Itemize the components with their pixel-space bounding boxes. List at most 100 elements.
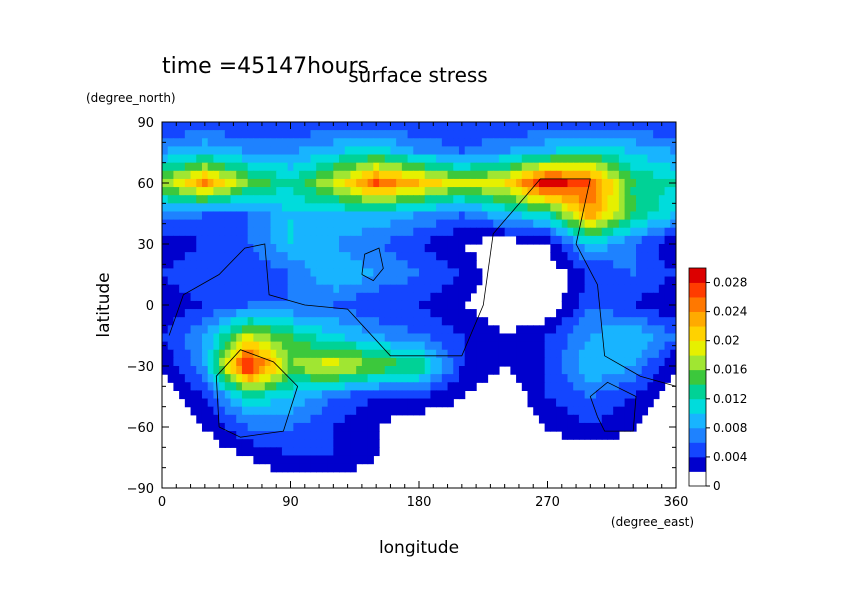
field-cell xyxy=(270,455,277,465)
field-cell xyxy=(339,414,346,424)
field-cell xyxy=(361,122,369,131)
field-cell xyxy=(167,317,175,326)
field-cell xyxy=(470,276,477,286)
field-cell xyxy=(207,170,214,180)
field-cell xyxy=(624,398,631,408)
field-cell xyxy=(201,349,209,359)
field-cell xyxy=(481,162,489,172)
field-cell xyxy=(401,349,409,359)
field-cell xyxy=(281,357,289,367)
field-cell xyxy=(201,333,209,343)
field-cell xyxy=(310,398,317,408)
field-cell xyxy=(498,333,506,343)
field-cell xyxy=(259,366,266,375)
field-cell xyxy=(407,349,414,359)
field-cell xyxy=(316,309,323,318)
field-cell xyxy=(321,170,329,180)
field-cell xyxy=(293,300,300,310)
field-cell xyxy=(390,138,397,147)
field-cell xyxy=(538,382,546,391)
field-cell xyxy=(321,244,329,253)
field-cell xyxy=(647,276,654,286)
field-cell xyxy=(361,235,369,245)
field-cell xyxy=(670,309,676,318)
field-cell xyxy=(367,414,374,424)
field-cell xyxy=(396,406,403,416)
field-cell xyxy=(413,146,420,156)
field-cell xyxy=(607,203,614,213)
field-cell xyxy=(618,244,626,253)
field-cell xyxy=(601,122,609,131)
field-cell xyxy=(590,227,597,237)
field-cell xyxy=(624,203,631,213)
field-cell xyxy=(236,227,243,237)
field-cell xyxy=(419,162,426,172)
field-cell xyxy=(299,431,306,440)
field-cell xyxy=(396,227,403,237)
field-cell xyxy=(413,349,420,359)
field-cell xyxy=(401,162,409,172)
field-cell xyxy=(236,276,243,286)
field-cell xyxy=(219,178,226,188)
field-cell xyxy=(327,162,334,172)
field-cell xyxy=(647,349,654,359)
field-cell xyxy=(618,398,626,408)
field-cell xyxy=(630,300,637,310)
field-cell xyxy=(556,235,563,245)
field-cell xyxy=(419,390,426,400)
field-cell xyxy=(590,154,597,164)
field-cell xyxy=(567,357,574,367)
field-cell xyxy=(304,284,312,294)
field-cell xyxy=(299,170,306,180)
field-cell xyxy=(230,154,237,164)
field-cell xyxy=(350,292,357,302)
field-cell xyxy=(636,170,643,180)
field-cell xyxy=(379,333,386,343)
field-cell xyxy=(521,333,529,343)
field-cell xyxy=(213,309,220,318)
field-cell xyxy=(670,252,676,261)
field-cell xyxy=(533,122,540,131)
field-cell xyxy=(401,130,409,139)
field-cell xyxy=(664,268,671,278)
field-cell xyxy=(653,227,660,237)
field-cell xyxy=(493,162,500,172)
field-cell xyxy=(521,227,529,237)
field-cell xyxy=(333,325,340,335)
x-axis-label: longitude xyxy=(379,538,459,558)
field-cell xyxy=(344,325,352,335)
field-cell xyxy=(339,463,346,473)
field-cell xyxy=(516,162,523,172)
field-cell xyxy=(339,178,346,188)
field-cell xyxy=(613,260,620,269)
field-cell xyxy=(521,187,529,196)
field-cell xyxy=(299,130,306,139)
field-cell xyxy=(247,170,254,180)
field-cell xyxy=(653,260,660,269)
field-cell xyxy=(379,309,386,318)
field-cell xyxy=(630,170,637,180)
field-cell xyxy=(624,154,631,164)
field-cell xyxy=(636,382,643,391)
field-cell xyxy=(613,300,620,310)
field-cell xyxy=(430,146,437,156)
field-cell xyxy=(287,325,294,335)
field-cell xyxy=(247,252,254,261)
field-cell xyxy=(333,219,340,229)
field-cell xyxy=(247,382,254,391)
field-cell xyxy=(316,170,323,180)
field-cell xyxy=(630,333,637,343)
field-cell xyxy=(464,227,471,237)
field-cell xyxy=(481,349,489,359)
field-cell xyxy=(316,244,323,253)
field-cell xyxy=(390,317,397,326)
field-cell xyxy=(321,187,329,196)
field-cell xyxy=(447,284,454,294)
field-cell xyxy=(350,284,357,294)
field-cell xyxy=(350,138,357,147)
field-cell xyxy=(333,357,340,367)
field-cell xyxy=(447,146,454,156)
field-cell xyxy=(464,146,471,156)
field-cell xyxy=(196,276,203,286)
field-cell xyxy=(293,349,300,359)
